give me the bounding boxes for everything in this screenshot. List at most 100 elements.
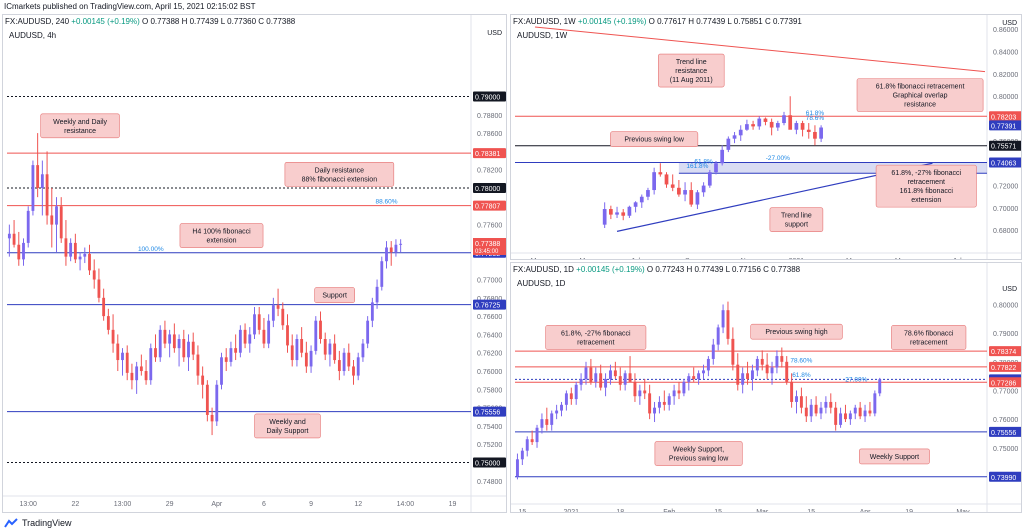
- symbol-open: O 0.77617: [648, 17, 687, 26]
- y-tick-label: 0.75200: [477, 442, 502, 449]
- candle-body: [848, 413, 852, 420]
- price-level-label: 0.76725: [475, 303, 500, 310]
- price-level-tag: [989, 377, 1021, 388]
- y-tick-label: 0.76000: [993, 417, 1018, 424]
- currency-label: USD: [1002, 20, 1017, 27]
- candle-body: [172, 334, 176, 349]
- candle-body: [205, 384, 209, 415]
- x-tick-label: May: [580, 258, 594, 260]
- candle-body: [795, 396, 798, 402]
- candle-body: [540, 419, 544, 428]
- candle-body: [309, 350, 313, 367]
- price-level-tag: [473, 406, 506, 417]
- y-tick-label: 0.70000: [993, 206, 1018, 213]
- candle-body: [220, 357, 223, 385]
- price-level-label: 0.75556: [475, 410, 500, 417]
- candle-body: [695, 192, 700, 205]
- fib-zone: [678, 162, 987, 174]
- chart-title-w1: AUDUSD, 1W: [517, 31, 568, 40]
- x-tick-label: 15: [714, 509, 722, 513]
- annotation-text: 61.8%, -27% fibonacci: [561, 330, 631, 337]
- candle-body: [394, 244, 398, 253]
- brand-name[interactable]: TradingView: [22, 518, 72, 528]
- candle-body: [97, 279, 101, 298]
- candle-body: [116, 343, 120, 361]
- annotation-text: Previous swing high: [765, 329, 827, 336]
- price-level-tag: [473, 299, 506, 310]
- annotation-note: [769, 207, 824, 232]
- trend-line-resistance: [534, 26, 986, 73]
- candle-body: [785, 361, 789, 382]
- y-tick-label: 0.74800: [477, 479, 502, 486]
- candle-body: [788, 115, 793, 130]
- y-tick-label: 0.76000: [477, 369, 502, 376]
- symbol-close: C 0.77391: [764, 17, 802, 26]
- candle-body: [589, 367, 593, 382]
- candle-body: [17, 244, 21, 260]
- candle-body: [809, 404, 813, 417]
- x-tick-label: 6: [262, 501, 266, 508]
- candle-body: [750, 370, 754, 380]
- y-tick-label: 0.78200: [477, 168, 502, 175]
- candle-body: [738, 129, 743, 136]
- candle-body: [677, 390, 681, 394]
- symbol-line-w1: FX:AUDUSD, 1W +0.00145 (+0.19%) O 0.7761…: [513, 17, 802, 26]
- candle-body: [873, 393, 877, 414]
- candle-body: [790, 381, 794, 402]
- symbol-prefix: FX:AUDUSD, 1W: [513, 17, 576, 26]
- candle-body: [12, 233, 16, 245]
- x-tick-label: Mar: [756, 509, 769, 513]
- candle-body: [385, 247, 388, 262]
- candle-body: [135, 366, 139, 381]
- candle-body: [844, 413, 847, 420]
- symbol-change: +0.00145 (+0.19%): [577, 17, 647, 26]
- candle-body: [584, 367, 588, 380]
- candle-body: [800, 123, 805, 130]
- annotation-text: Trend line: [781, 213, 812, 220]
- candle-body: [618, 376, 622, 385]
- candle-body: [643, 390, 647, 394]
- candle-body: [721, 310, 725, 328]
- x-tick-label: 13:00: [19, 501, 37, 508]
- price-level-label: 0.78203: [991, 114, 1016, 121]
- x-tick-label: Feb: [663, 509, 675, 513]
- candle-body: [229, 348, 233, 362]
- y-tick-label: 0.76600: [477, 314, 502, 321]
- currency-label: USD: [487, 30, 502, 37]
- candle-body: [609, 370, 612, 380]
- annotation-text: 61.8% fibonacci retracement: [876, 84, 965, 91]
- y-tick-label: 0.76800: [477, 296, 502, 303]
- candle-body: [267, 320, 271, 344]
- annotation-text: Weekly and: [269, 419, 306, 426]
- y-tick-label: 0.68000: [993, 228, 1018, 235]
- y-tick-label: 0.79000: [993, 331, 1018, 338]
- chart-svg-w1[interactable]: USD0.680000.700000.720000.760000.780000.…: [511, 15, 1022, 260]
- candle-body: [276, 305, 280, 309]
- candle-body: [525, 439, 529, 451]
- candle-body: [36, 165, 40, 188]
- chart-panel-h4[interactable]: FX:AUDUSD, 240 +0.00145 (+0.19%) O 0.773…: [2, 14, 507, 513]
- candle-body: [215, 384, 219, 422]
- annotation-text: Previous swing low: [669, 456, 729, 463]
- symbol-close: C 0.77388: [763, 265, 801, 274]
- annotation-text: Daily resistance: [315, 167, 365, 174]
- candle-body: [535, 427, 539, 443]
- chart-svg-h4[interactable]: USD0.748000.752000.754000.756000.758000.…: [3, 15, 507, 513]
- chart-svg-d1[interactable]: USD0.740000.750000.760000.770000.780000.…: [511, 263, 1022, 513]
- candle-body: [763, 118, 768, 122]
- fib-label: 78.60%: [790, 358, 812, 365]
- x-tick-label: 14:00: [397, 501, 415, 508]
- candle-body: [692, 376, 696, 380]
- y-tick-label: 0.75400: [477, 424, 502, 431]
- candle-body: [389, 247, 393, 253]
- symbol-high: H 0.77439: [688, 17, 726, 26]
- y-tick-label: 0.72000: [993, 184, 1018, 191]
- candle-body: [271, 305, 275, 321]
- candle-body: [201, 375, 205, 385]
- candle-body: [333, 343, 337, 361]
- candle-body: [224, 357, 228, 362]
- candle-body: [755, 358, 759, 371]
- chart-panel-d1[interactable]: FX:AUDUSD, 1D +0.00145 (+0.19%) O 0.7724…: [510, 262, 1022, 513]
- x-tick-label: 9: [309, 501, 313, 508]
- chart-panel-w1[interactable]: FX:AUDUSD, 1W +0.00145 (+0.19%) O 0.7761…: [510, 14, 1022, 260]
